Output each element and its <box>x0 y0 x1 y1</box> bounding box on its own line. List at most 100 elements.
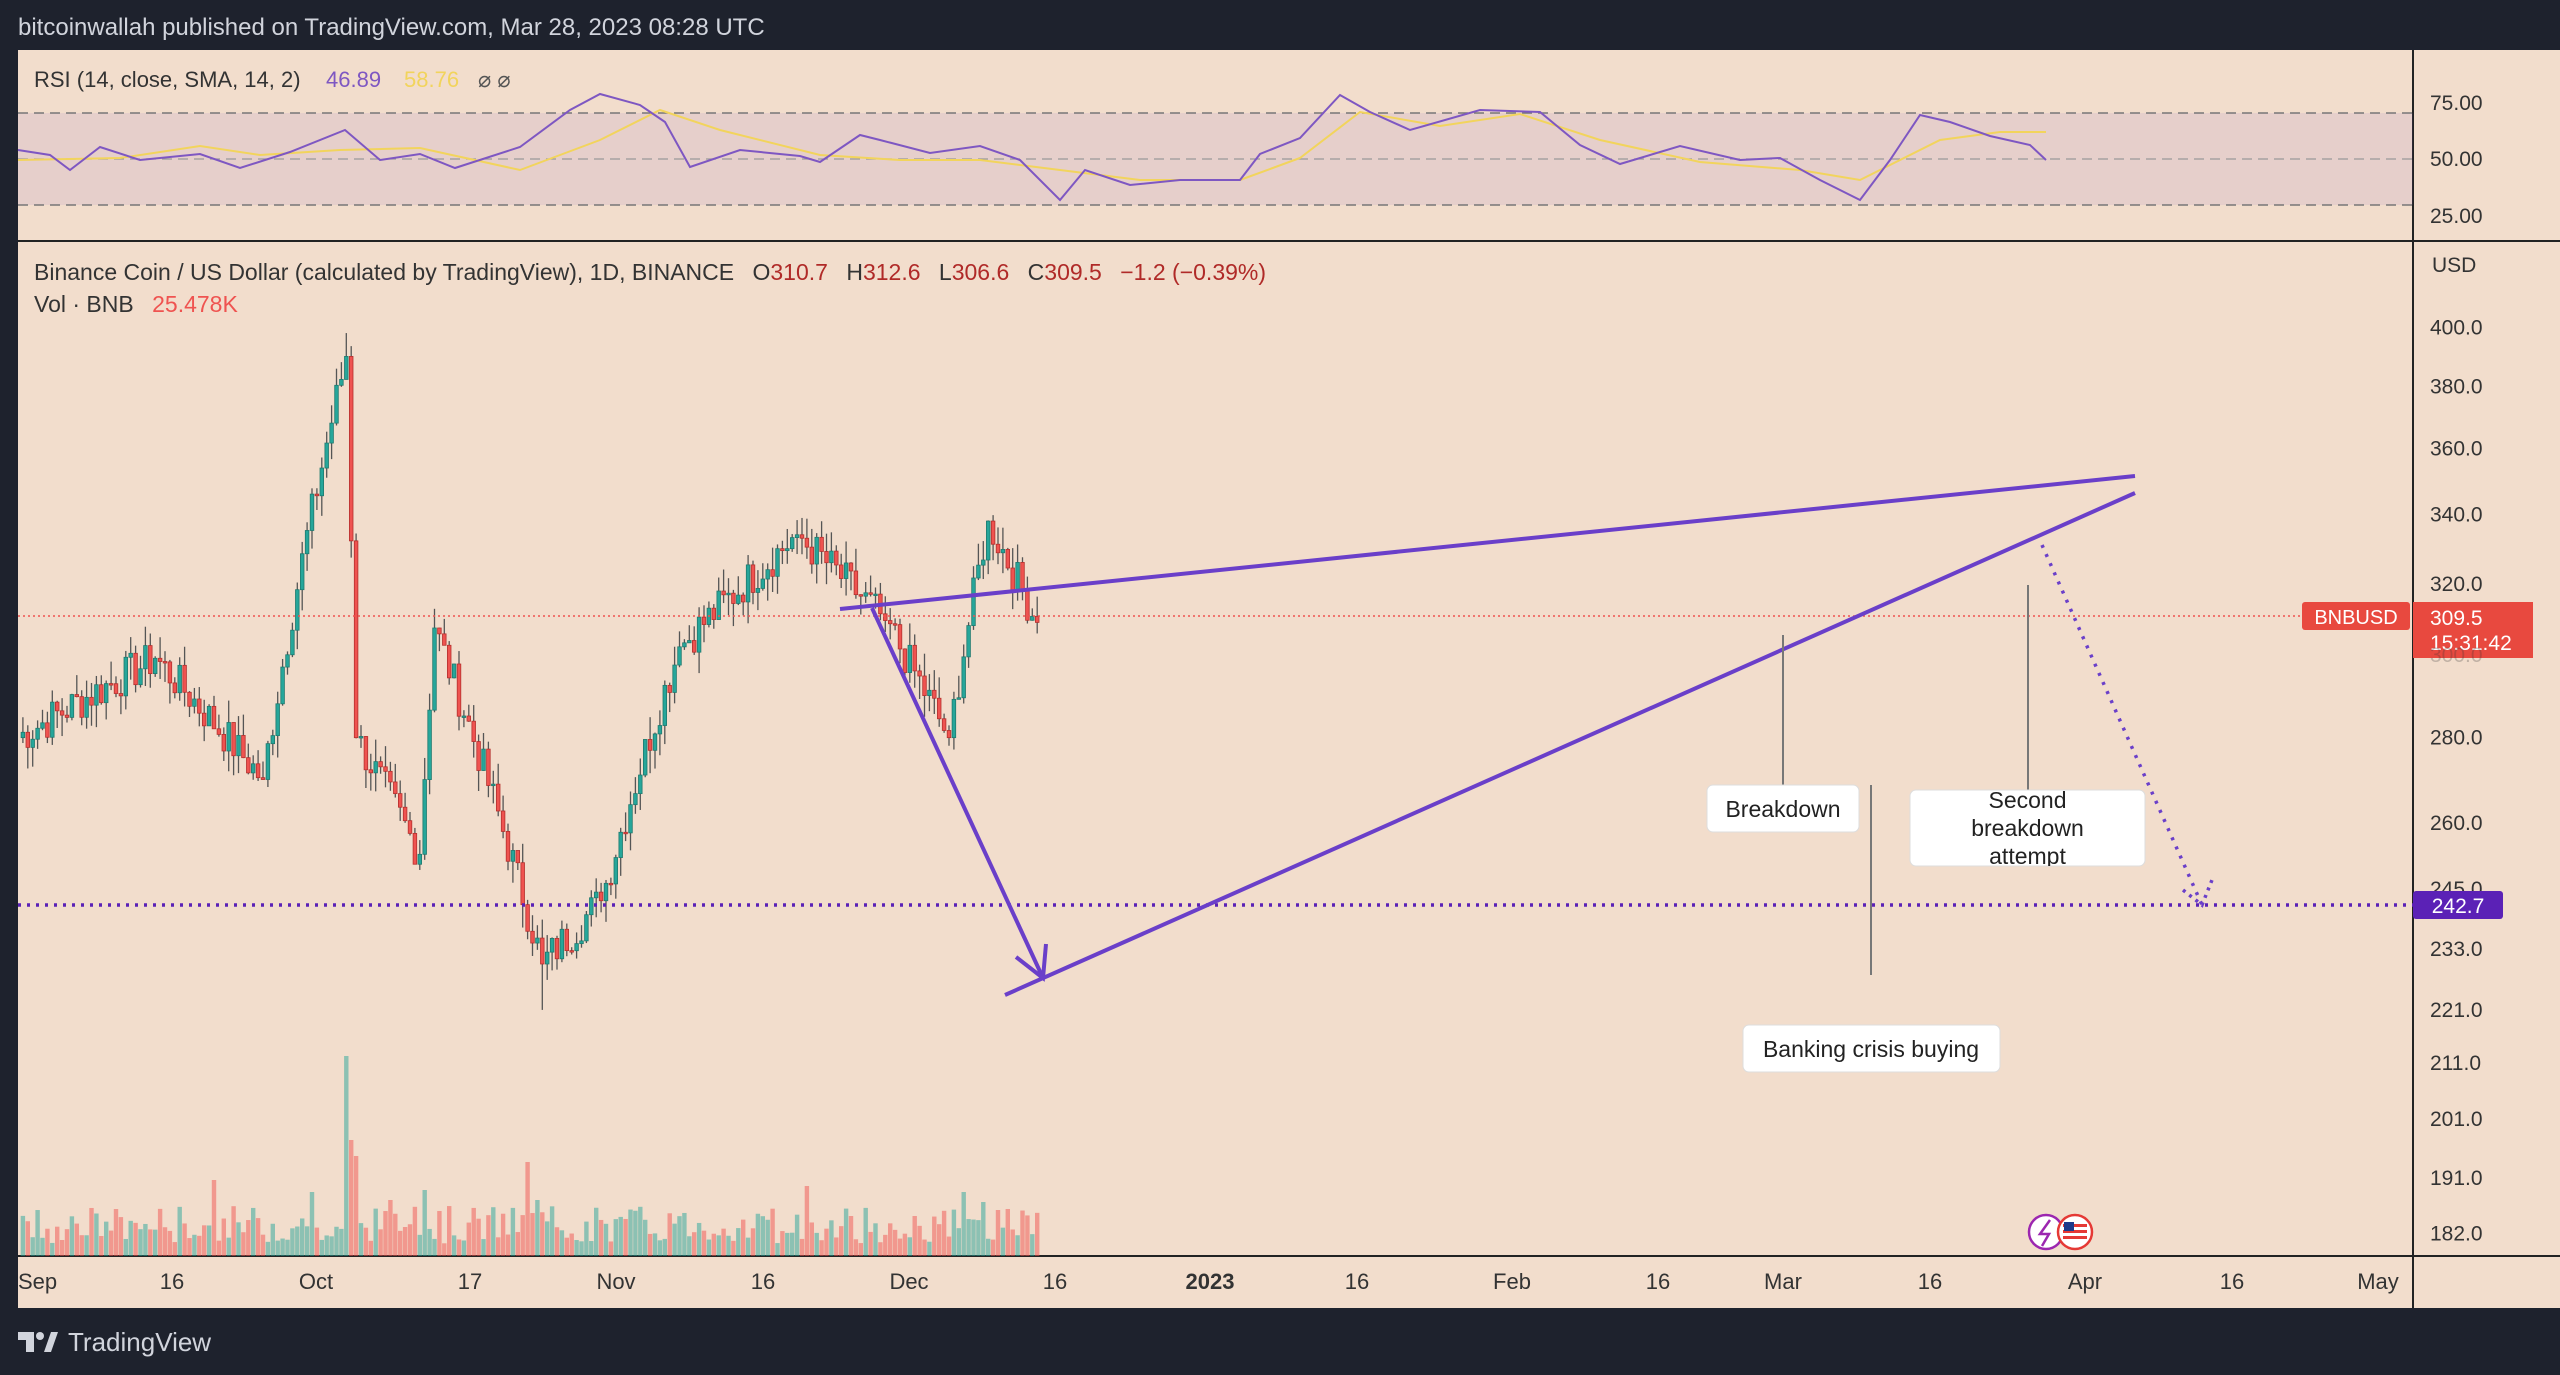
banking-crisis-callout[interactable]: Banking crisis buying <box>1742 1024 2001 1073</box>
event-icons[interactable] <box>2027 1213 2094 1251</box>
volume-bar <box>1020 1210 1025 1256</box>
volume-bar <box>202 1225 207 1256</box>
candle <box>986 520 991 575</box>
candle <box>682 639 687 650</box>
volume-bar <box>883 1234 888 1256</box>
candle-body <box>407 820 413 834</box>
candle <box>623 812 628 842</box>
candle <box>216 714 222 737</box>
candle-body <box>770 569 775 577</box>
candle <box>275 691 280 758</box>
candle <box>334 368 339 426</box>
volume-bar <box>447 1206 452 1256</box>
candle-body <box>951 698 957 739</box>
candle-body <box>118 693 124 697</box>
candle <box>922 653 927 717</box>
tradingview-logo[interactable]: TradingView <box>18 1326 211 1358</box>
candle <box>491 770 496 804</box>
chart-svg[interactable]: RSI (14, close, SMA, 14, 2) 46.89 58.76 … <box>0 50 2560 1308</box>
candle-body <box>265 743 271 780</box>
volume-bar <box>153 1229 158 1256</box>
time-axis-tick-15: 16 <box>2220 1269 2244 1294</box>
volume-bar <box>692 1232 697 1256</box>
volume-bar <box>466 1222 471 1256</box>
rsi-axis-tick-75: 75.00 <box>2430 92 2483 115</box>
volume-bar <box>535 1200 540 1256</box>
breakdown-callout[interactable]: Breakdown <box>1706 784 1860 833</box>
candle-body <box>819 536 824 552</box>
volume-bar <box>1015 1235 1020 1256</box>
candle <box>295 582 300 650</box>
volume-bar <box>657 1240 663 1256</box>
candle <box>172 677 177 699</box>
candle-body <box>373 761 378 774</box>
candle <box>319 457 324 516</box>
volume-bar <box>481 1239 486 1256</box>
time-axis-tick-16: May <box>2357 1269 2399 1294</box>
volume-bar <box>143 1223 148 1256</box>
candle-body <box>432 627 437 711</box>
banking-crisis-label: Banking crisis buying <box>1763 1036 1979 1062</box>
volume-bar <box>89 1207 94 1256</box>
candle <box>363 736 369 789</box>
candle-body <box>133 652 138 686</box>
price-axis-tick-7: 233.0 <box>2430 938 2483 961</box>
volume-bar <box>731 1240 736 1256</box>
volume-bar <box>500 1213 506 1256</box>
price-axis-tick-4: 320.0 <box>2430 573 2483 596</box>
candle-body <box>280 666 285 705</box>
volume-bar <box>378 1229 383 1256</box>
candle-body <box>55 701 60 712</box>
volume-bar <box>530 1213 535 1256</box>
candle <box>290 622 295 658</box>
candle-body <box>172 682 177 694</box>
candle <box>59 698 65 737</box>
candle <box>187 691 192 717</box>
candle <box>265 740 271 788</box>
volume-bar <box>476 1218 481 1256</box>
candle-body <box>417 853 422 865</box>
candle-body <box>148 645 153 675</box>
candle <box>329 405 334 460</box>
candle-body <box>123 656 128 697</box>
candle <box>231 722 236 776</box>
second-breakdown-callout[interactable]: Second breakdown attempt <box>1909 789 2146 867</box>
candle-body <box>437 627 442 635</box>
candle-body <box>505 831 511 862</box>
close-value: 309.5 <box>1044 259 1102 285</box>
candle-body <box>422 779 427 855</box>
candle <box>236 716 241 774</box>
candle <box>780 540 785 565</box>
candle-body <box>731 592 736 604</box>
candle <box>545 935 550 980</box>
candle <box>74 675 79 698</box>
candle-body <box>397 793 403 808</box>
volume-bar <box>834 1237 839 1256</box>
target-price-tag: 242.7 <box>2432 895 2485 918</box>
candle-body <box>976 564 981 579</box>
volume-bar <box>133 1222 138 1256</box>
volume-bar <box>334 1226 339 1256</box>
candle <box>897 618 903 664</box>
candle-body <box>64 714 70 718</box>
candle-body <box>201 712 207 727</box>
symbol-tag: BNBUSD <box>2314 607 2397 629</box>
candle <box>177 657 182 701</box>
candle-body <box>696 616 702 653</box>
volume-bar <box>569 1233 574 1256</box>
candle <box>40 709 45 731</box>
candle <box>270 729 275 756</box>
candle <box>628 791 633 851</box>
volume-bar <box>981 1202 986 1256</box>
candle <box>55 700 60 729</box>
volume-bar <box>598 1219 604 1256</box>
candle-body <box>344 356 349 380</box>
volume-bar <box>280 1238 285 1256</box>
volume-bar <box>579 1241 584 1256</box>
candle-body <box>858 594 863 597</box>
candle-body <box>961 656 966 699</box>
candle <box>525 899 530 940</box>
candle <box>471 705 476 758</box>
volume-bar <box>329 1236 334 1256</box>
candle-body <box>378 761 383 768</box>
